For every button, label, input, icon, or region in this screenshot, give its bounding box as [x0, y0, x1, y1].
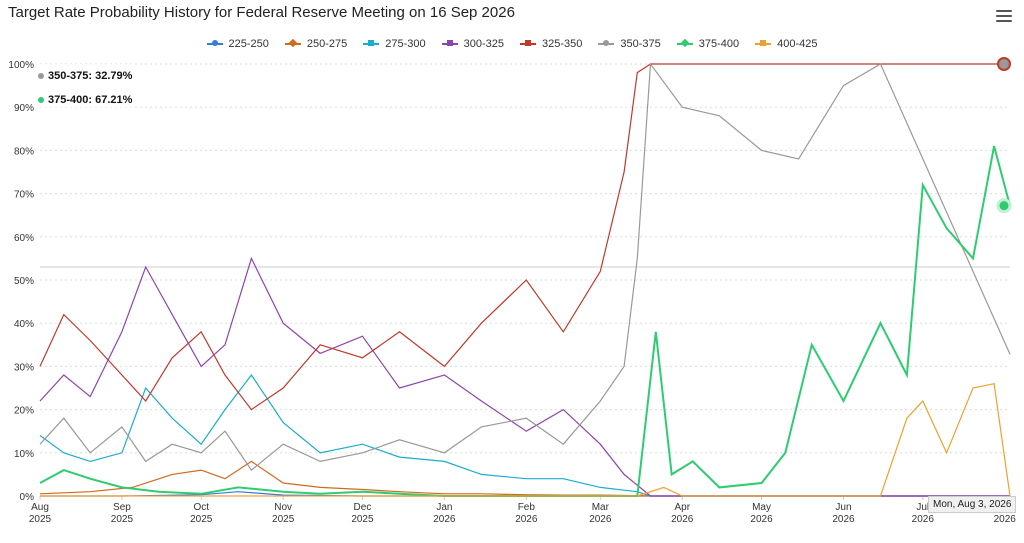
legend-item-325-350[interactable]: 325-350	[520, 38, 582, 50]
chart-title: Target Rate Probability History for Fede…	[8, 4, 515, 21]
y-tick-label: 80%	[14, 146, 34, 157]
x-tick-label: Aug 2025	[29, 502, 52, 525]
y-tick-label: 10%	[14, 449, 34, 460]
legend-item-250-275[interactable]: 250-275	[284, 38, 348, 50]
y-tick-label: 70%	[14, 190, 34, 201]
legend-label: 350-375	[620, 38, 661, 50]
x-tick-label: Jul 2026	[912, 502, 935, 525]
y-tick-label: 0%	[20, 492, 35, 503]
x-tick-label: Oct 2025	[190, 502, 213, 525]
legend-swatch	[363, 40, 380, 46]
legend-swatch	[676, 38, 693, 48]
legend-swatch	[598, 40, 615, 46]
legend-label: 225-250	[228, 38, 269, 50]
y-tick-label: 20%	[14, 406, 34, 417]
legend-swatch	[284, 38, 301, 48]
crosshair-date-label: Mon, Aug 3, 2026	[928, 496, 1017, 513]
y-tick-label: 60%	[14, 233, 34, 244]
y-tick-label: 100%	[8, 60, 34, 71]
x-tick-label: Feb 2026	[515, 502, 538, 525]
y-tick-label: 30%	[14, 362, 34, 373]
tooltip: 350-375: 32.79% 375-400: 67.21%	[38, 64, 133, 112]
series-line-275-300	[39, 373, 1010, 497]
legend-label: 325-350	[542, 38, 583, 50]
y-tick-label: 40%	[14, 319, 34, 330]
legend-item-400-425[interactable]: 400-425	[755, 38, 818, 50]
x-tick-label: Dec 2025	[351, 502, 374, 525]
series-line-350-375	[39, 62, 1011, 471]
legend-label: 275-300	[385, 38, 426, 50]
x-tick-label: May 2026	[750, 502, 773, 525]
legend-label: 250-275	[306, 38, 348, 50]
series-line-300-325	[39, 256, 1010, 497]
tooltip-row-375-400: 375-400: 67.21%	[48, 94, 133, 106]
legend-item-300-325[interactable]: 300-325	[441, 38, 504, 50]
legend: 225-250 250-275 275-300 300-325 325-350 350-3…	[0, 38, 1024, 50]
legend-label: 375-400	[698, 38, 740, 50]
legend-swatch	[441, 40, 458, 46]
legend-swatch	[755, 40, 772, 46]
legend-item-275-300[interactable]: 275-300	[363, 38, 426, 50]
x-tick-label: Apr 2026	[671, 502, 694, 525]
legend-item-350-375[interactable]: 350-375	[598, 38, 661, 50]
x-tick-label: Mar 2026	[589, 502, 612, 525]
series-line-375-400	[39, 145, 1011, 497]
y-tick-label: 50%	[14, 276, 34, 287]
y-tick-label: 90%	[14, 103, 34, 114]
legend-item-225-250[interactable]: 225-250	[206, 38, 269, 50]
legend-swatch	[520, 40, 536, 46]
series-line-400-425	[40, 382, 1011, 497]
menu-icon[interactable]	[996, 8, 1012, 22]
series-end-marker-350-375	[997, 57, 1011, 71]
x-tick-label: Nov 2025	[272, 502, 295, 525]
series-line-325-350	[39, 63, 1010, 411]
x-tick-label: Sep 2025	[111, 502, 134, 525]
series-end-marker-375-400	[996, 198, 1012, 214]
legend-label: 400-425	[777, 38, 818, 50]
legend-label: 300-325	[463, 38, 504, 50]
x-tick-label: Jun 2026	[832, 502, 855, 525]
legend-swatch	[206, 40, 223, 46]
x-tick-label: Jan 2026	[433, 502, 456, 525]
legend-item-375-400[interactable]: 375-400	[676, 38, 740, 50]
tooltip-row-350-375: 350-375: 32.79%	[48, 70, 133, 82]
